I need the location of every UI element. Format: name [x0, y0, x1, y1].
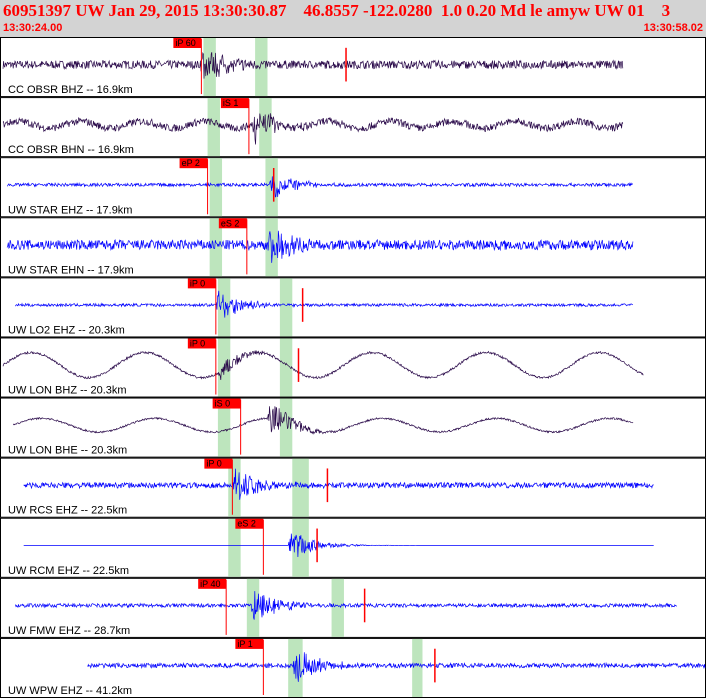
phase-pick-box: [218, 218, 247, 229]
phase-pick-label: iP 1: [237, 639, 252, 649]
analysis-window: [246, 578, 260, 637]
phase-pick-box: [220, 98, 249, 109]
analysis-window: [279, 338, 293, 397]
trace-row: eP 2 UW STAR EHZ -- 17.9km: [0, 157, 706, 218]
waveform: [2, 52, 624, 79]
trace-row: iS 1 CC OBSR BHN -- 16.9km: [0, 97, 706, 158]
phase-pick-label: iS 0: [215, 399, 231, 409]
analysis-window: [209, 158, 223, 217]
waveform: [23, 533, 654, 558]
waveform: [23, 468, 654, 500]
analysis-window: [279, 398, 293, 457]
analysis-window: [412, 638, 423, 697]
waveform: [6, 230, 634, 263]
trace-row: iP 0 UW LON BHZ -- 20.3km: [0, 337, 706, 398]
analysis-window: [228, 458, 241, 517]
waveform: [2, 113, 624, 145]
waveform: [15, 290, 633, 318]
analysis-window: [265, 218, 278, 277]
phase-pick-box: [173, 38, 202, 48]
phase-pick-box: [235, 518, 264, 529]
phase-pick-box: [187, 338, 216, 349]
trace-label: CC OBSR BHZ -- 16.9km: [8, 84, 133, 96]
trace-row: iP 40 UW FMW EHZ -- 28.7km: [0, 577, 706, 638]
phase-pick-label: iS 1: [223, 98, 239, 108]
phase-pick-label: eS 2: [237, 519, 256, 529]
phase-pick-label: eS 2: [221, 218, 240, 228]
trace-label: UW WPW EHZ -- 41.2km: [8, 685, 132, 697]
analysis-window: [209, 218, 223, 277]
trace-label: UW RCM EHZ -- 22.5km: [8, 565, 129, 577]
phase-pick-label: iP 0: [190, 338, 205, 348]
analysis-window: [292, 518, 309, 577]
trace-row: iS 0 UW LON BHE -- 20.3km: [0, 397, 706, 458]
trace-row: eS 2 UW STAR EHN -- 17.9km: [0, 217, 706, 278]
analysis-window: [207, 98, 220, 157]
trace-label: UW LO2 EHZ -- 20.3km: [8, 324, 125, 336]
seismogram-plot[interactable]: iP 60 CC OBSR BHZ -- 16.9km iS 1 CC OBSR BH…: [0, 37, 706, 698]
phase-pick-label: iP 0: [190, 278, 205, 288]
phase-pick-box: [198, 578, 227, 589]
waveform: [12, 406, 634, 435]
phase-pick-box: [187, 278, 216, 289]
waveform: [87, 652, 706, 682]
trace-label: UW LON BHE -- 20.3km: [8, 445, 127, 457]
analysis-window: [255, 38, 268, 97]
window-end-time: 13:30:58.02: [643, 22, 703, 34]
phase-pick-box: [204, 458, 233, 469]
phase-pick-box: [235, 638, 264, 649]
trace-row: iP 1 UW WPW EHZ -- 41.2km: [0, 637, 706, 698]
phase-pick-label: iP 0: [206, 459, 221, 469]
trace-label: UW RCS EHZ -- 22.5km: [8, 505, 127, 517]
waveform: [15, 591, 677, 620]
analysis-window: [279, 278, 293, 337]
trace-row: iP 0 UW LO2 EHZ -- 20.3km: [0, 277, 706, 338]
waveform: [6, 176, 633, 198]
trace-label: UW STAR EHN -- 17.9km: [8, 264, 134, 276]
analysis-window: [292, 458, 309, 517]
analysis-window: [217, 278, 231, 337]
trace-label: UW STAR EHZ -- 17.9km: [8, 204, 132, 216]
trace-label: UW FMW EHZ -- 28.7km: [8, 625, 130, 637]
analysis-window: [217, 398, 231, 457]
trace-row: iP 60 CC OBSR BHZ -- 16.9km: [0, 37, 706, 98]
event-header: 60951397 UW Jan 29, 2015 13:30:30.87 46.…: [0, 0, 706, 37]
analysis-window: [331, 578, 344, 637]
phase-pick-label: eP 2: [182, 158, 200, 168]
trace-row: iP 0 UW RCS EHZ -- 22.5km: [0, 457, 706, 518]
phase-pick-box: [179, 158, 208, 169]
trace-row: eS 2 UW RCM EHZ -- 22.5km: [0, 517, 706, 578]
trace-label: CC OBSR BHN -- 16.9km: [8, 144, 134, 156]
phase-pick-label: iP 60: [175, 38, 195, 48]
phase-pick-label: iP 40: [200, 579, 220, 589]
waveform: [2, 349, 644, 381]
phase-pick-box: [212, 398, 241, 409]
analysis-window: [228, 518, 241, 577]
trace-label: UW LON BHZ -- 20.3km: [8, 385, 127, 397]
event-title: 60951397 UW Jan 29, 2015 13:30:30.87 46.…: [3, 1, 671, 20]
window-start-time: 13:30:24.00: [3, 22, 63, 34]
